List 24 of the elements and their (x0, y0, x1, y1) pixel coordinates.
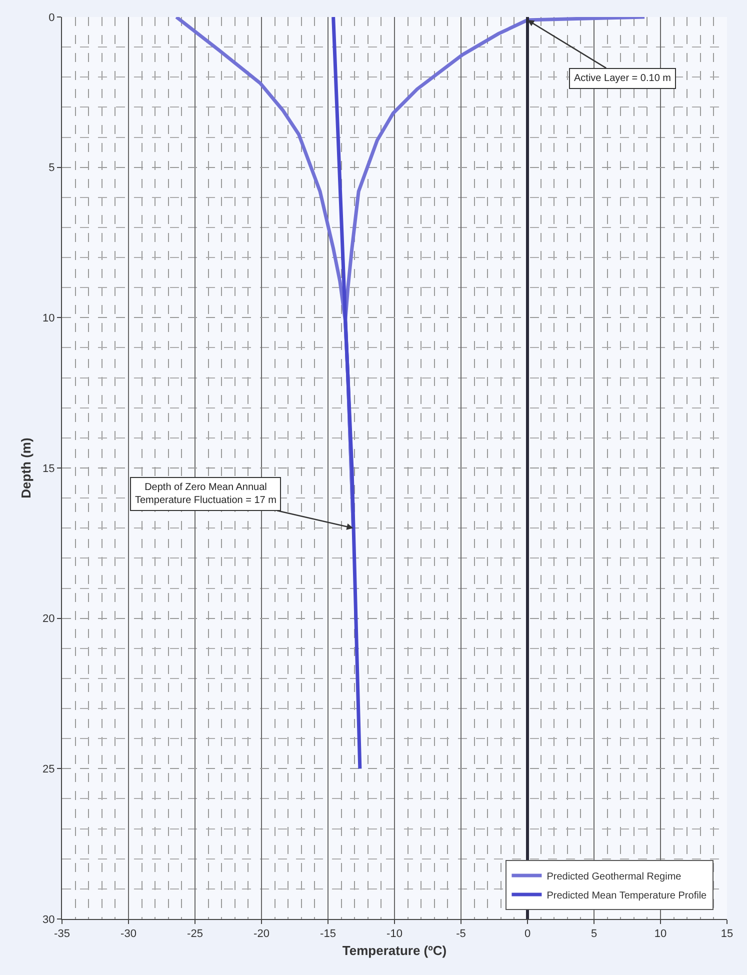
x-tick-label: -20 (254, 928, 270, 940)
x-tick-label: 5 (590, 928, 598, 940)
y-axis-title: Depth (m) (18, 438, 34, 498)
x-axis-title: Temperature (ºC) (342, 942, 447, 958)
x-tick-label: -15 (320, 928, 336, 940)
x-tick-label: -25 (187, 928, 203, 940)
x-tick-label: 15 (720, 928, 734, 940)
y-tick-label: 25 (42, 764, 55, 776)
y-tick-label: 10 (42, 312, 55, 325)
y-tick-label: 30 (42, 914, 55, 926)
y-tick-label: 20 (42, 613, 55, 626)
legend-label: Predicted Mean Temperature Profile (546, 890, 708, 902)
annotation: Depth of Zero Mean Annual Temperature Fluctuation = 17 m (135, 482, 276, 506)
x-tick-label: 0 (524, 928, 531, 940)
x-tick-label: 10 (654, 928, 667, 940)
legend-label: Predicted Geothermal Regime (546, 871, 682, 882)
annotation: Active Layer = 0.10 m (574, 73, 671, 84)
x-tick-label: -35 (54, 928, 70, 940)
y-tick-label: 0 (48, 12, 55, 24)
x-tick-label: -30 (120, 928, 136, 940)
x-tick-label: -5 (456, 928, 466, 940)
y-tick-label: 5 (48, 162, 55, 174)
x-tick-label: -10 (386, 928, 402, 940)
y-tick-label: 15 (42, 462, 55, 475)
